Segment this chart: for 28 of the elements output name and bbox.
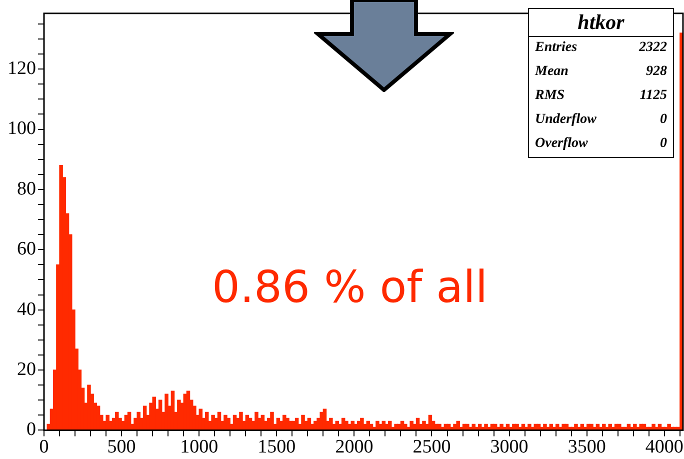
y-tick-label: 120 (8, 58, 36, 80)
annotation: RMS (535, 88, 565, 105)
x-tick-label: 3500 (568, 436, 606, 458)
y-tick-label: 60 (17, 238, 36, 260)
y-tick-label: 0 (26, 419, 36, 440)
annotation: 1125 (640, 88, 667, 105)
chart-title: htkor (529, 9, 673, 37)
y-tick-label: 100 (8, 118, 36, 140)
x-tick-label: 0 (39, 436, 49, 458)
annotation: Underflow (535, 112, 596, 129)
y-tick-label: 20 (17, 358, 36, 380)
annotation: 928 (646, 64, 667, 81)
x-tick-label: 1500 (258, 436, 296, 458)
x-tick-label: 1000 (180, 436, 218, 458)
annotation: 0.86 % of all (212, 262, 488, 313)
annotation: 0 (660, 112, 667, 129)
annotation: Entries (535, 40, 578, 57)
y-tick-label: 40 (17, 298, 36, 320)
x-tick-label: 500 (107, 436, 136, 458)
annotation: 0 (660, 136, 667, 153)
x-tick-label: 2500 (412, 436, 451, 458)
x-tick-label: 4000 (645, 436, 684, 458)
annotation: Overflow (535, 136, 588, 153)
x-tick-label: 3000 (490, 436, 528, 458)
annotation: 2322 (639, 40, 667, 57)
y-tick-label: 80 (17, 178, 36, 200)
x-tick-label: 2000 (335, 436, 374, 458)
annotation: Mean (535, 64, 568, 81)
